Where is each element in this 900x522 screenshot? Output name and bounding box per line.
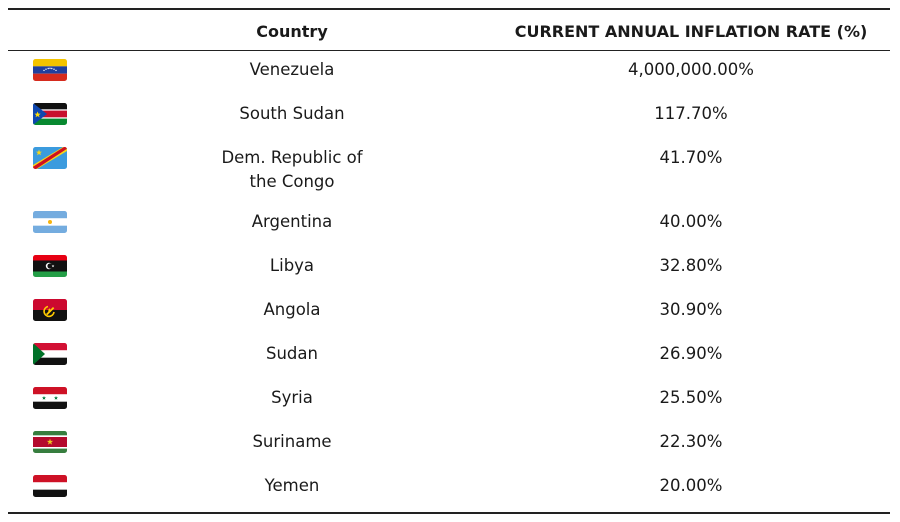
country-name: Angola	[263, 300, 321, 319]
dr-congo-flag-icon	[33, 147, 67, 169]
country-name: Yemen	[264, 476, 320, 495]
country-name: Libya	[269, 256, 315, 275]
inflation-rate-value: 41.70%	[659, 148, 723, 167]
libya-flag-icon	[33, 255, 67, 277]
suriname-flag-icon	[33, 431, 67, 453]
inflation-rate-value: 40.00%	[659, 212, 723, 231]
inflation-rate-value: 20.00%	[659, 476, 723, 495]
inflation-rate-value: 30.90%	[659, 300, 723, 319]
venezuela-flag-icon	[33, 59, 67, 81]
inflation-rate-value: 117.70%	[654, 104, 728, 123]
inflation-rate-value: 25.50%	[659, 388, 723, 407]
inflation-rate-value: 32.80%	[659, 256, 723, 275]
inflation-rate-value: 4,000,000.00%	[628, 60, 754, 79]
country-name: Argentina	[251, 212, 333, 231]
country-name: Sudan	[266, 344, 318, 363]
column-header-country: Country	[256, 22, 328, 41]
angola-flag-icon	[33, 299, 67, 321]
country-name: Dem. Republic of the Congo	[221, 148, 363, 191]
table-top-rule	[8, 8, 890, 10]
syria-flag-icon	[33, 387, 67, 409]
inflation-rate-value: 26.90%	[659, 344, 723, 363]
table-bottom-rule	[8, 512, 890, 514]
country-name: Syria	[271, 388, 313, 407]
sudan-flag-icon	[33, 343, 67, 365]
country-name: Venezuela	[249, 60, 335, 79]
south-sudan-flag-icon	[33, 103, 67, 125]
country-name: Suriname	[252, 432, 332, 451]
column-header-inflation-rate: CURRENT ANNUAL INFLATION RATE (%)	[514, 22, 868, 41]
yemen-flag-icon	[33, 475, 67, 497]
argentina-flag-icon	[33, 211, 67, 233]
table-header-rule	[8, 50, 890, 51]
inflation-rate-value: 22.30%	[659, 432, 723, 451]
country-name: South Sudan	[239, 104, 345, 123]
